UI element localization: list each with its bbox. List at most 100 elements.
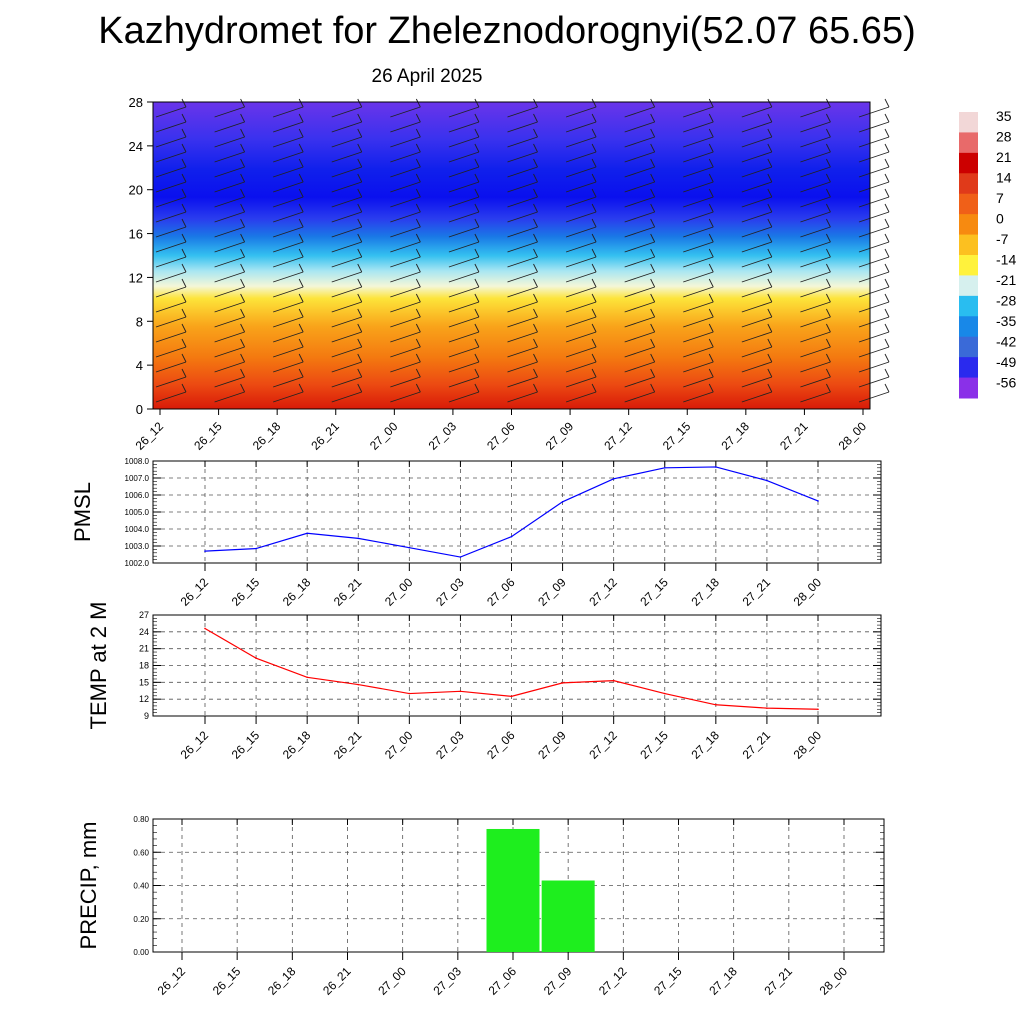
wind-barb-shaft (565, 136, 597, 148)
wind-barb (155, 203, 187, 223)
wind-barb-shaft (741, 211, 772, 223)
wind-barb-feather (415, 218, 421, 228)
wind-barb (448, 203, 480, 223)
wind-barb (390, 173, 421, 193)
wind-barb-feather (240, 323, 245, 333)
wind-barb (624, 158, 656, 178)
wind-barb-feather (415, 203, 421, 213)
wind-barb (214, 158, 245, 178)
wind-barb (331, 323, 363, 343)
wind-barb (858, 128, 890, 148)
y-tick-label: 12 (129, 270, 143, 285)
x-tick-label: 27_06 (484, 575, 518, 609)
wind-barb (565, 188, 597, 208)
x-tick-label: 26_15 (229, 575, 263, 609)
wind-barb (624, 338, 656, 358)
x-tick-label: 26_18 (250, 419, 284, 453)
wind-barb-feather (767, 293, 773, 303)
wind-barb-feather (591, 113, 597, 123)
wind-barb-feather (708, 128, 714, 138)
x-tick-label: 27_15 (637, 575, 671, 609)
colorbar-swatch (959, 214, 978, 236)
wind-barb-feather (884, 263, 890, 273)
wind-barb (273, 143, 304, 163)
wind-barb-shaft (800, 331, 831, 343)
wind-barb-shaft (448, 376, 480, 388)
y-tick-label: 21 (139, 644, 149, 654)
wind-barb (273, 233, 304, 253)
wind-barb (390, 143, 421, 163)
x-tick-label: 26_18 (265, 964, 299, 998)
wind-barb (800, 203, 831, 223)
y-tick-label: 1006.0 (125, 491, 150, 500)
wind-barb-shaft (273, 166, 304, 178)
wind-barb (448, 128, 480, 148)
wind-barb-feather (298, 173, 304, 183)
wind-barb-shaft (624, 181, 655, 193)
wind-barb-feather (474, 143, 480, 153)
wind-barb (155, 128, 187, 148)
wind-barb-shaft (273, 346, 304, 358)
wind-barb-feather (767, 383, 773, 393)
wind-barb (624, 173, 656, 193)
wind-barb-feather (474, 383, 480, 393)
wind-barb (331, 158, 363, 178)
wind-barb-feather (826, 323, 831, 333)
wind-barb (507, 293, 538, 313)
wind-barb (155, 248, 187, 268)
wind-barb (800, 338, 831, 358)
data-point (817, 708, 819, 711)
wind-barb (390, 218, 421, 238)
wind-barb (565, 218, 597, 238)
wind-barb-feather (650, 173, 656, 183)
wind-barb (624, 233, 656, 253)
wind-barb-feather (181, 128, 187, 138)
wind-barb (390, 128, 421, 148)
y-tick-label: 0.80 (133, 815, 149, 824)
wind-barb-feather (240, 188, 245, 198)
wind-barb-feather (357, 113, 363, 123)
wind-barb-shaft (331, 136, 362, 148)
wind-barb-feather (884, 218, 890, 228)
y-tick-label: 15 (139, 677, 149, 687)
wind-barb-feather (708, 263, 714, 273)
wind-barb (448, 308, 480, 328)
wind-barb-shaft (507, 346, 538, 358)
wind-barb-shaft (565, 196, 597, 208)
wind-barb-shaft (858, 271, 890, 283)
wind-barb-feather (181, 278, 187, 288)
wind-barb-shaft (214, 121, 245, 133)
wind-barb (448, 383, 480, 403)
wind-barb-feather (181, 203, 187, 213)
x-tick-label: 27_15 (651, 964, 685, 998)
wind-barb-feather (298, 233, 304, 243)
wind-barb-feather (650, 308, 656, 318)
wind-barb-feather (181, 368, 187, 378)
wind-barb-shaft (741, 301, 772, 313)
wind-barb-feather (767, 353, 773, 363)
wind-barb (155, 98, 187, 118)
wind-barb (683, 278, 714, 298)
x-tick-label: 28_00 (836, 419, 870, 453)
x-tick-label: 27_00 (367, 419, 401, 453)
wind-barb (155, 158, 187, 178)
x-tick-label: 26_21 (320, 964, 354, 998)
wind-barb-feather (708, 113, 714, 123)
wind-barb-shaft (800, 256, 831, 268)
wind-barb (800, 98, 831, 118)
wind-barb-feather (591, 293, 597, 303)
wind-barb-feather (708, 143, 714, 153)
wind-barb (507, 98, 538, 118)
wind-barb (683, 143, 714, 163)
wind-barb-shaft (624, 121, 655, 133)
wind-barb-shaft (858, 316, 890, 328)
wind-barb-shaft (624, 151, 655, 163)
x-tick-label: 26_21 (331, 728, 365, 762)
wind-barb (683, 218, 714, 238)
wind-barb-shaft (565, 256, 597, 268)
wind-barb-feather (767, 128, 773, 138)
wind-barb-feather (240, 383, 245, 393)
wind-barb-feather (181, 263, 187, 273)
wind-barb (800, 233, 831, 253)
